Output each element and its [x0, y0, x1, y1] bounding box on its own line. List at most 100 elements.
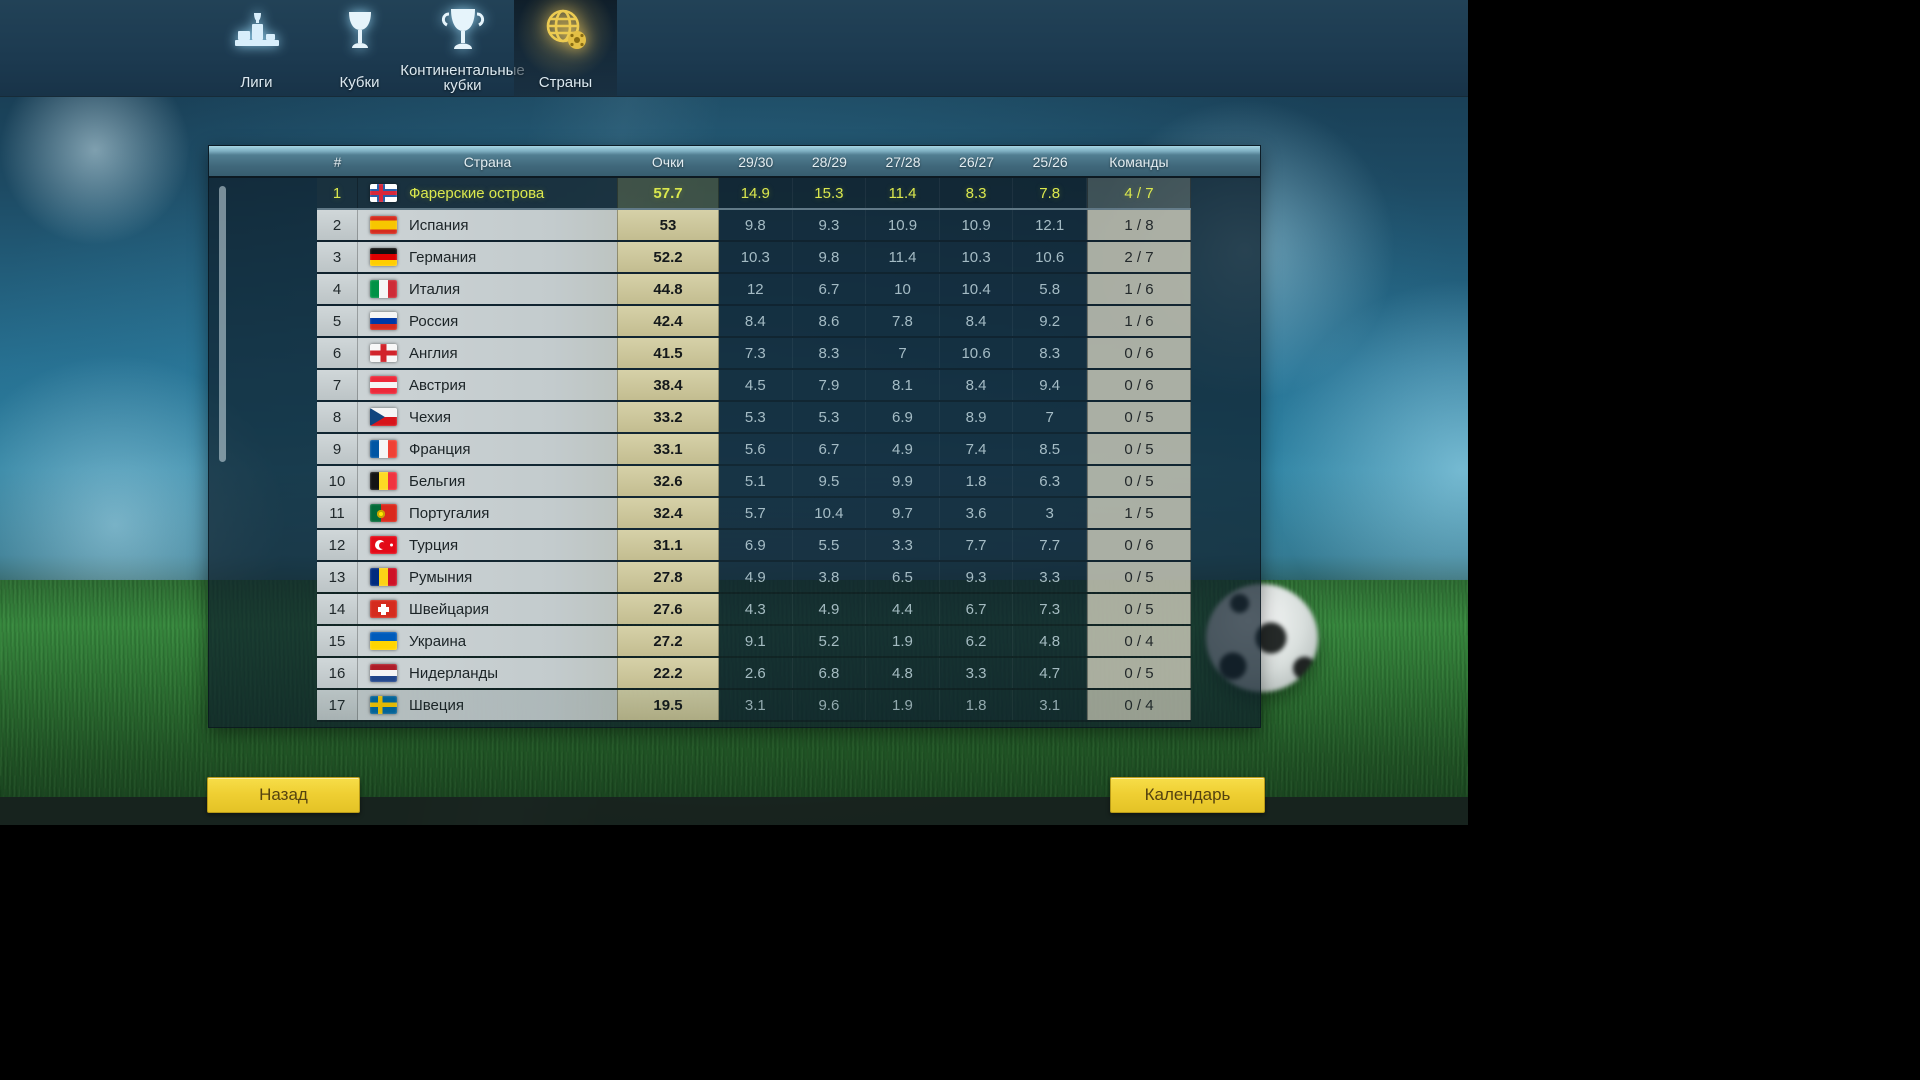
table-row[interactable]: 1 Фарерские острова 57.7 14.9 15.3 11.4 8.3 7.8… — [317, 178, 1191, 210]
tr-flag-icon — [370, 536, 397, 554]
table-row[interactable]: 2 Испания 53 9.8 9.3 10.9 10.9 12.1 1 / 8 — [317, 210, 1191, 242]
points-cell: 22.2 — [617, 658, 719, 688]
season-points-cell: 8.4 — [939, 370, 1014, 400]
season-points-cell: 4.4 — [866, 594, 940, 624]
season-points-cell: 4.8 — [866, 658, 940, 688]
country-cell: Россия — [358, 306, 617, 336]
season-points-cell: 7.3 — [1013, 594, 1087, 624]
table-header: # Страна Очки 29/30 28/29 27/28 26/27 25… — [209, 146, 1260, 178]
season-points-cell: 14.9 — [719, 178, 793, 208]
country-cell: Франция — [358, 434, 617, 464]
country-cell: Украина — [358, 626, 617, 656]
at-flag-icon — [370, 376, 397, 394]
tab-countries[interactable]: Страны — [514, 0, 617, 97]
country-name: Нидерланды — [409, 664, 499, 682]
season-points-cell: 10.9 — [939, 210, 1014, 240]
rank-cell: 14 — [317, 594, 358, 624]
table-row[interactable]: 17 Швеция 19.5 3.1 9.6 1.9 1.8 3.1 0 / 4 — [317, 690, 1191, 722]
table-row[interactable]: 10 Бельгия 32.6 5.1 9.5 9.9 1.8 6.3 0 / 5 — [317, 466, 1191, 498]
tab-cups[interactable]: Кубки — [308, 0, 411, 97]
calendar-button[interactable]: Календарь — [1110, 777, 1265, 813]
season-points-cell: 7.9 — [792, 370, 867, 400]
country-name: Германия — [409, 248, 477, 266]
teams-cell: 1 / 6 — [1086, 306, 1191, 336]
season-points-cell: 8.4 — [719, 306, 793, 336]
country-name: Испания — [409, 216, 469, 234]
table-row[interactable]: 9 Франция 33.1 5.6 6.7 4.9 7.4 8.5 0 / 5 — [317, 434, 1191, 466]
table-row[interactable]: 4 Италия 44.8 12 6.7 10 10.4 5.8 1 / 6 — [317, 274, 1191, 306]
season-points-cell: 4.9 — [719, 562, 793, 592]
rank-cell: 12 — [317, 530, 358, 560]
rank-cell: 9 — [317, 434, 358, 464]
table-row[interactable]: 5 Россия 42.4 8.4 8.6 7.8 8.4 9.2 1 / 6 — [317, 306, 1191, 338]
rank-cell: 1 — [317, 178, 358, 208]
table-row[interactable]: 3 Германия 52.2 10.3 9.8 11.4 10.3 10.6 2 / 7 — [317, 242, 1191, 274]
country-name: Чехия — [409, 408, 452, 426]
table-row[interactable]: 11 Португалия 32.4 5.7 10.4 9.7 3.6 3 1 / 5 — [317, 498, 1191, 530]
scrollbar-thumb[interactable] — [219, 186, 226, 462]
teams-cell: 0 / 6 — [1086, 530, 1191, 560]
be-flag-icon — [370, 472, 397, 490]
table-row[interactable]: 16 Нидерланды 22.2 2.6 6.8 4.8 3.3 4.7 0 / 5 — [317, 658, 1191, 690]
country-cell: Германия — [358, 242, 617, 272]
country-name: Турция — [409, 536, 459, 554]
cz-flag-icon — [370, 408, 397, 426]
table-row[interactable]: 13 Румыния 27.8 4.9 3.8 6.5 9.3 3.3 0 / 5 — [317, 562, 1191, 594]
season-points-cell: 10.4 — [792, 498, 867, 528]
fo-flag-icon — [370, 184, 397, 202]
season-points-cell: 9.5 — [792, 466, 867, 496]
rank-cell: 15 — [317, 626, 358, 656]
season-points-cell: 5.8 — [1013, 274, 1087, 304]
teams-cell: 0 / 6 — [1086, 370, 1191, 400]
season-points-cell: 4.9 — [792, 594, 867, 624]
teams-cell: 0 / 5 — [1086, 402, 1191, 432]
season-points-cell: 6.2 — [939, 626, 1014, 656]
fr-flag-icon — [370, 440, 397, 458]
teams-cell: 0 / 6 — [1086, 338, 1191, 368]
points-cell: 57.7 — [617, 178, 719, 208]
tab-continental-cups[interactable]: Континентальные кубки — [400, 0, 525, 97]
season-points-cell: 9.3 — [939, 562, 1014, 592]
header-teams: Команды — [1109, 154, 1169, 170]
season-points-cell: 4.3 — [719, 594, 793, 624]
back-button[interactable]: Назад — [207, 777, 360, 813]
table-row[interactable]: 7 Австрия 38.4 4.5 7.9 8.1 8.4 9.4 0 / 6 — [317, 370, 1191, 402]
table-row[interactable]: 15 Украина 27.2 9.1 5.2 1.9 6.2 4.8 0 / 4 — [317, 626, 1191, 658]
country-cell: Португалия — [358, 498, 617, 528]
rank-cell: 16 — [317, 658, 358, 688]
nav-tabs: Лиги Кубки — [205, 0, 617, 97]
season-points-cell: 8.5 — [1013, 434, 1087, 464]
table-row[interactable]: 14 Швейцария 27.6 4.3 4.9 4.4 6.7 7.3 0 / 5 — [317, 594, 1191, 626]
season-points-cell: 10.3 — [719, 242, 793, 272]
season-points-cell: 5.3 — [792, 402, 867, 432]
season-points-cell: 8.6 — [792, 306, 867, 336]
table-row[interactable]: 6 Англия 41.5 7.3 8.3 7 10.6 8.3 0 / 6 — [317, 338, 1191, 370]
table-row[interactable]: 12 Турция 31.1 6.9 5.5 3.3 7.7 7.7 0 / 6 — [317, 530, 1191, 562]
season-points-cell: 4.8 — [1013, 626, 1087, 656]
teams-cell: 0 / 4 — [1086, 690, 1191, 720]
country-cell: Фарерские острова — [358, 178, 617, 208]
tab-leagues[interactable]: Лиги — [205, 0, 308, 97]
country-name: Австрия — [409, 376, 467, 394]
season-points-cell: 9.9 — [866, 466, 940, 496]
teams-cell: 0 / 4 — [1086, 626, 1191, 656]
season-points-cell: 1.9 — [866, 626, 940, 656]
tab-label: Лиги — [240, 74, 273, 92]
country-ratings-table: # Страна Очки 29/30 28/29 27/28 26/27 25… — [208, 145, 1261, 728]
rank-cell: 7 — [317, 370, 358, 400]
country-name: Швейцария — [409, 600, 490, 618]
season-points-cell: 9.1 — [719, 626, 793, 656]
teams-cell: 0 / 5 — [1086, 658, 1191, 688]
country-cell: Швейцария — [358, 594, 617, 624]
season-points-cell: 8.3 — [792, 338, 867, 368]
season-points-cell: 15.3 — [792, 178, 867, 208]
season-points-cell: 10.4 — [939, 274, 1014, 304]
rank-cell: 13 — [317, 562, 358, 592]
season-points-cell: 7.7 — [939, 530, 1014, 560]
teams-cell: 4 / 7 — [1086, 178, 1191, 208]
table-row[interactable]: 8 Чехия 33.2 5.3 5.3 6.9 8.9 7 0 / 5 — [317, 402, 1191, 434]
rank-cell: 5 — [317, 306, 358, 336]
teams-cell: 2 / 7 — [1086, 242, 1191, 272]
season-points-cell: 3.1 — [1013, 690, 1087, 720]
teams-cell: 0 / 5 — [1086, 594, 1191, 624]
